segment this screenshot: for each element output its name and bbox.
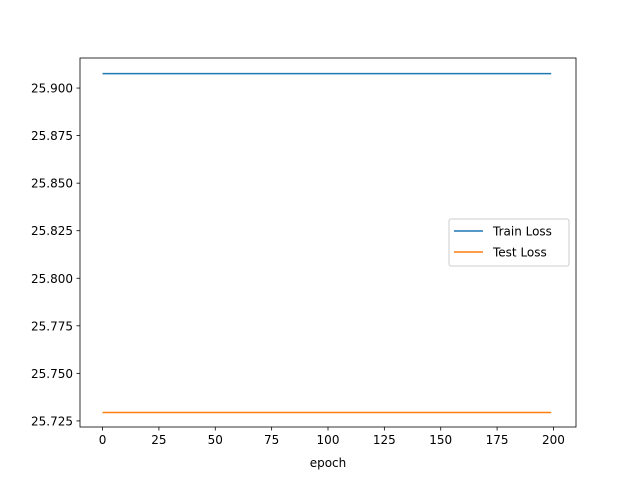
x-tick-label: 0 <box>99 433 107 447</box>
x-tick-label: 150 <box>429 433 452 447</box>
legend-label: Test Loss <box>492 246 547 260</box>
x-tick-label: 125 <box>373 433 396 447</box>
y-axis: 25.725 25.750 25.775 25.800 25.825 25.850 25.8… <box>31 82 80 428</box>
y-tick-label: 25.725 <box>31 414 73 428</box>
legend-label: Train Loss <box>492 225 552 239</box>
y-tick-label: 25.800 <box>31 272 73 286</box>
y-tick-label: 25.775 <box>31 319 73 333</box>
x-axis-label: epoch <box>310 456 347 470</box>
y-tick-label: 25.750 <box>31 367 73 381</box>
x-tick-label: 100 <box>317 433 340 447</box>
x-tick-label: 25 <box>151 433 166 447</box>
y-tick-label: 25.825 <box>31 224 73 238</box>
x-tick-label: 50 <box>208 433 223 447</box>
y-tick-label: 25.875 <box>31 129 73 143</box>
y-tick-label: 25.900 <box>31 82 73 96</box>
x-tick-label: 200 <box>542 433 565 447</box>
x-tick-label: 75 <box>264 433 279 447</box>
legend: Train Loss Test Loss <box>448 218 570 267</box>
x-tick-label: 175 <box>486 433 509 447</box>
y-tick-label: 25.850 <box>31 177 73 191</box>
x-axis: 0 25 50 75 100 125 150 175 200 <box>99 427 565 447</box>
